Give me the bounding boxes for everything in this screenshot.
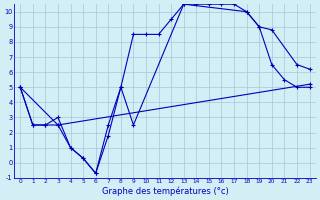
X-axis label: Graphe des températures (°c): Graphe des températures (°c)	[101, 186, 228, 196]
